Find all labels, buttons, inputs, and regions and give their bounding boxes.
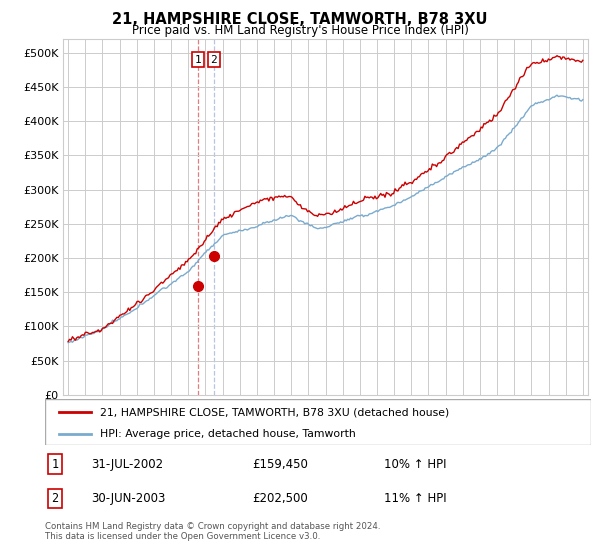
Text: 30-JUN-2003: 30-JUN-2003 — [91, 492, 166, 505]
Text: 31-JUL-2002: 31-JUL-2002 — [91, 458, 164, 470]
Text: 1: 1 — [51, 458, 58, 470]
Text: 1: 1 — [195, 55, 202, 65]
Text: 21, HAMPSHIRE CLOSE, TAMWORTH, B78 3XU (detached house): 21, HAMPSHIRE CLOSE, TAMWORTH, B78 3XU (… — [100, 407, 449, 417]
Text: £159,450: £159,450 — [253, 458, 308, 470]
Text: 2: 2 — [51, 492, 58, 505]
Text: HPI: Average price, detached house, Tamworth: HPI: Average price, detached house, Tamw… — [100, 429, 355, 438]
Text: 21, HAMPSHIRE CLOSE, TAMWORTH, B78 3XU: 21, HAMPSHIRE CLOSE, TAMWORTH, B78 3XU — [112, 12, 488, 27]
Text: 10% ↑ HPI: 10% ↑ HPI — [383, 458, 446, 470]
Text: £202,500: £202,500 — [253, 492, 308, 505]
Text: 2: 2 — [211, 55, 217, 65]
Text: Price paid vs. HM Land Registry's House Price Index (HPI): Price paid vs. HM Land Registry's House … — [131, 24, 469, 37]
Text: 11% ↑ HPI: 11% ↑ HPI — [383, 492, 446, 505]
Text: Contains HM Land Registry data © Crown copyright and database right 2024.
This d: Contains HM Land Registry data © Crown c… — [45, 522, 380, 542]
FancyBboxPatch shape — [45, 399, 591, 445]
